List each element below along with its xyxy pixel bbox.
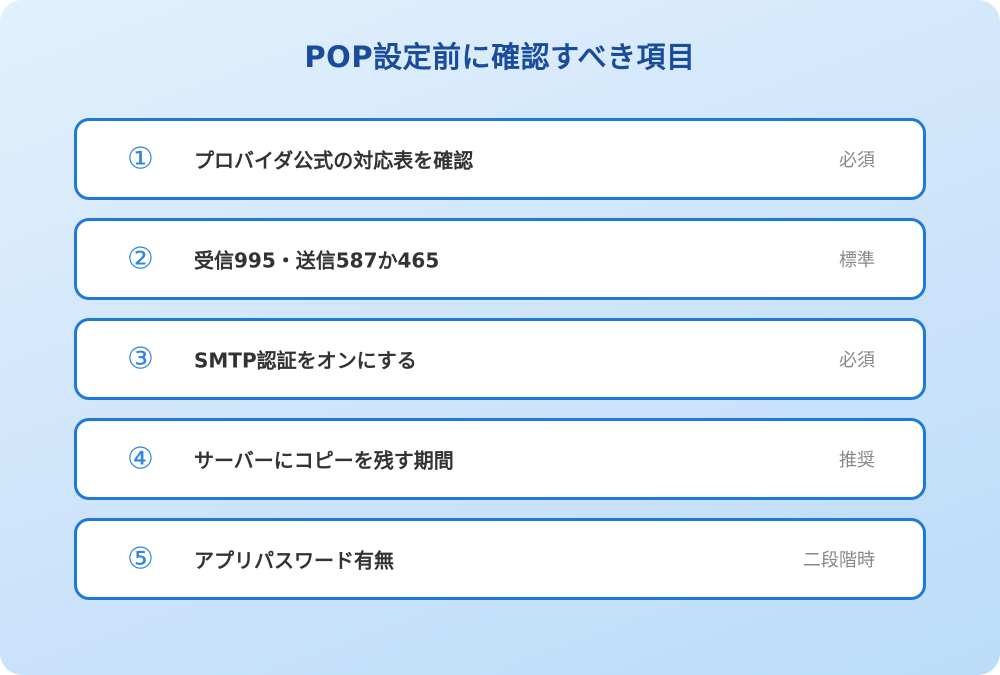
- item-label: サーバーにコピーを残す期間: [194, 448, 454, 473]
- list-item: ① プロバイダ公式の対応表を確認 必須: [74, 118, 926, 200]
- item-tag: 必須: [839, 350, 875, 371]
- item-label: プロバイダ公式の対応表を確認: [194, 148, 474, 173]
- item-number: ⑤: [127, 541, 154, 577]
- list-item: ③ SMTP認証をオンにする 必須: [74, 318, 926, 400]
- item-tag: 必須: [839, 150, 875, 171]
- item-label: 受信995・送信587か465: [194, 248, 440, 273]
- item-number: ①: [127, 141, 154, 177]
- item-number: ④: [127, 441, 154, 477]
- item-number: ③: [127, 341, 154, 377]
- item-number: ②: [127, 241, 154, 277]
- list-item: ④ サーバーにコピーを残す期間 推奨: [74, 418, 926, 500]
- item-label: SMTP認証をオンにする: [194, 348, 417, 373]
- item-tag: 標準: [839, 250, 875, 271]
- list-item: ② 受信995・送信587か465 標準: [74, 218, 926, 300]
- list-item: ⑤ アプリパスワード有無 二段階時: [74, 518, 926, 600]
- item-label: アプリパスワード有無: [194, 548, 394, 573]
- item-tag: 二段階時: [803, 550, 875, 571]
- page-title: POP設定前に確認すべき項目: [304, 40, 696, 74]
- item-tag: 推奨: [839, 450, 875, 471]
